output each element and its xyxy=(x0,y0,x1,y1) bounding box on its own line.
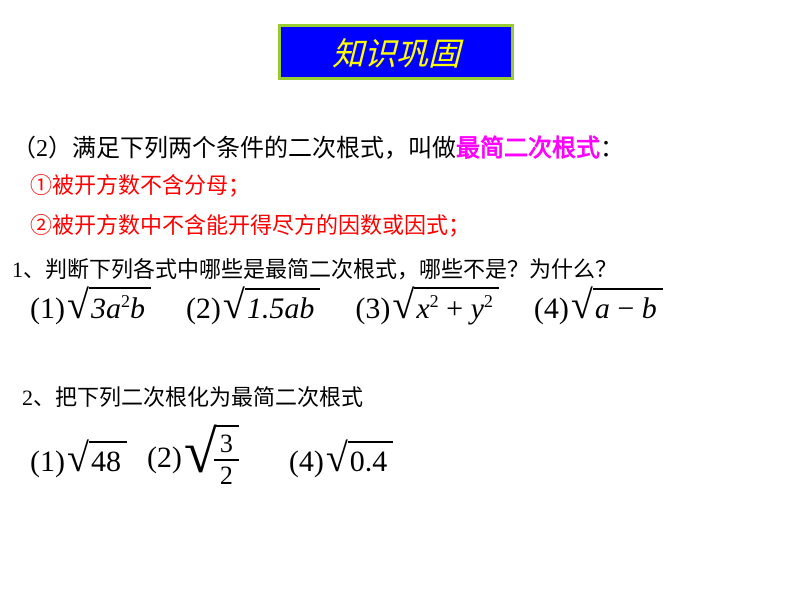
var1: x xyxy=(416,292,429,325)
formula-7: (4) √ 0.4 xyxy=(289,438,393,479)
numerator: 3 xyxy=(214,429,239,461)
sqrt-container: √ 1.5ab xyxy=(223,285,320,326)
var2: b xyxy=(130,292,145,325)
radical-icon: √ xyxy=(392,285,414,325)
formulas-row-2: (1) √ 48 (2) √ 3 2 (4) √ 0.4 xyxy=(30,425,393,491)
formula-7-label: (4) xyxy=(289,445,324,479)
radicand: 3a2b xyxy=(89,287,151,326)
formula-1: (1) √ 3a2b xyxy=(30,285,151,326)
sqrt-container: √ a − b xyxy=(571,285,663,326)
var2: y xyxy=(471,292,484,325)
radicand: a − b xyxy=(593,288,663,326)
var1: a xyxy=(106,292,121,325)
formula-5-label: (1) xyxy=(30,445,65,479)
radical-icon: √ xyxy=(67,285,89,325)
formula-4: (4) √ a − b xyxy=(534,285,663,326)
definition-highlight: 最简二次根式 xyxy=(456,136,600,162)
fraction: 3 2 xyxy=(214,425,239,491)
radicand: x2 + y2 xyxy=(414,287,499,326)
condition-1: ①被开方数不含分母； xyxy=(30,168,250,200)
formula-4-label: (4) xyxy=(534,292,569,326)
exp2: 2 xyxy=(484,291,493,311)
exp1: 2 xyxy=(121,291,130,311)
question-1: 1、判断下列各式中哪些是最简二次根式，哪些不是？为什么？ xyxy=(12,252,617,284)
formula-2-label: (2) xyxy=(186,292,221,326)
formula-1-label: (1) xyxy=(30,292,65,326)
formula-2: (2) √ 1.5ab xyxy=(186,285,320,326)
definition-line: （2）满足下列两个条件的二次根式，叫做最简二次根式： xyxy=(12,128,624,163)
formula-6: (2) √ 3 2 xyxy=(147,425,239,491)
formula-6-label: (2) xyxy=(147,441,182,475)
formula-5: (1) √ 48 xyxy=(30,438,127,479)
radicand: 48 xyxy=(89,441,127,479)
op: + xyxy=(446,292,463,325)
op: − xyxy=(617,292,634,325)
formula-3-label: (3) xyxy=(355,292,390,326)
sqrt-frac-container: √ 3 2 xyxy=(184,425,239,491)
radical-icon: √ xyxy=(67,438,89,478)
var2: b xyxy=(642,292,657,325)
exp1: 2 xyxy=(430,291,439,311)
radical-icon: √ xyxy=(184,425,217,479)
var1: a xyxy=(595,292,610,325)
radical-icon: √ xyxy=(223,285,245,325)
title-text: 知识巩固 xyxy=(332,29,460,75)
sqrt-container: √ 48 xyxy=(67,438,127,479)
sqrt-container: √ 3a2b xyxy=(67,285,151,326)
formula-3: (3) √ x2 + y2 xyxy=(355,285,499,326)
sqrt-container: √ x2 + y2 xyxy=(392,285,499,326)
condition-2: ②被开方数中不含能开得尽方的因数或因式； xyxy=(30,208,470,240)
formulas-row-1: (1) √ 3a2b (2) √ 1.5ab (3) √ x2 + y2 (4)… xyxy=(30,285,663,326)
denominator: 2 xyxy=(214,461,239,491)
radicand: 1.5ab xyxy=(245,288,321,326)
definition-prefix: （2）满足下列两个条件的二次根式，叫做 xyxy=(12,136,456,162)
definition-suffix: ： xyxy=(600,136,624,162)
radical-icon: √ xyxy=(571,285,593,325)
question-2: 2、把下列二次根化为最简二次根式 xyxy=(22,380,363,412)
radicand: 0.4 xyxy=(348,441,394,479)
title-box: 知识巩固 xyxy=(278,24,514,80)
sqrt-container: √ 0.4 xyxy=(326,438,393,479)
radical-icon: √ xyxy=(326,438,348,478)
coef: 3 xyxy=(91,292,106,325)
